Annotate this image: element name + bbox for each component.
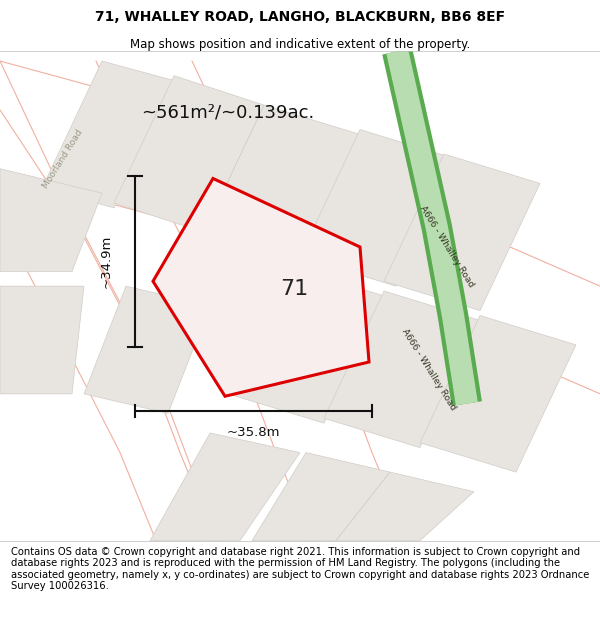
Polygon shape <box>300 129 456 286</box>
Polygon shape <box>153 179 369 396</box>
Polygon shape <box>336 472 474 541</box>
Text: A666 - Whalley Road: A666 - Whalley Road <box>418 204 476 289</box>
Text: Contains OS data © Crown copyright and database right 2021. This information is : Contains OS data © Crown copyright and d… <box>11 546 589 591</box>
Text: 71: 71 <box>280 279 308 299</box>
Polygon shape <box>420 316 576 472</box>
Polygon shape <box>324 291 480 448</box>
Polygon shape <box>114 76 264 232</box>
Polygon shape <box>384 154 540 311</box>
Polygon shape <box>204 105 360 262</box>
Polygon shape <box>228 267 384 423</box>
Polygon shape <box>150 433 300 541</box>
Text: 71, WHALLEY ROAD, LANGHO, BLACKBURN, BB6 8EF: 71, WHALLEY ROAD, LANGHO, BLACKBURN, BB6… <box>95 10 505 24</box>
Text: A666 - Whalley Road: A666 - Whalley Road <box>400 327 458 412</box>
Text: Map shows position and indicative extent of the property.: Map shows position and indicative extent… <box>130 38 470 51</box>
Text: ~561m²/~0.139ac.: ~561m²/~0.139ac. <box>142 103 314 121</box>
Polygon shape <box>252 452 390 541</box>
Polygon shape <box>0 169 102 271</box>
Polygon shape <box>84 286 210 413</box>
Polygon shape <box>42 61 174 208</box>
Polygon shape <box>0 286 84 394</box>
Text: Moorland Road: Moorland Road <box>41 128 85 190</box>
Text: ~35.8m: ~35.8m <box>227 426 280 439</box>
Text: ~34.9m: ~34.9m <box>100 235 113 288</box>
